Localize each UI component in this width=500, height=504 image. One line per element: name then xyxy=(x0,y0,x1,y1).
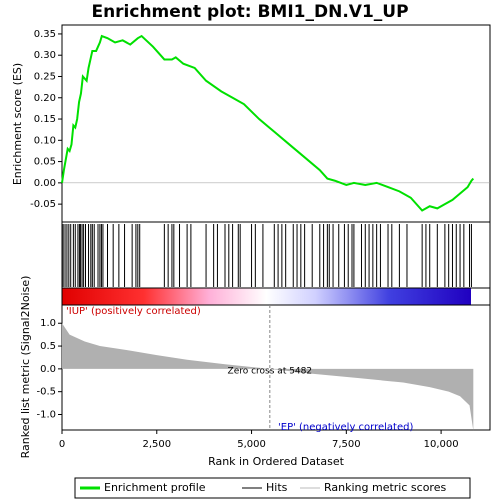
annotation: 'EP' (negatively correlated) xyxy=(278,422,413,433)
y-tick-label: 0.10 xyxy=(34,135,56,146)
y-tick-label: 0.25 xyxy=(34,71,56,82)
legend-label: Ranking metric scores xyxy=(324,481,446,494)
y-tick-label: 0.5 xyxy=(40,341,56,352)
y-tick-label: 0.15 xyxy=(34,114,56,125)
y-tick-label: 0.00 xyxy=(34,178,56,189)
y-tick-label: 0.0 xyxy=(40,364,56,375)
x-tick-label: 7,500 xyxy=(332,439,361,450)
y-tick-label: -1.0 xyxy=(36,409,56,420)
legend-label: Hits xyxy=(266,481,288,494)
frame xyxy=(61,24,491,431)
x-tick-label: 0 xyxy=(59,439,65,450)
y-tick-label: 0.30 xyxy=(34,50,56,61)
chart-title: Enrichment plot: BMI1_DN.V1_UP xyxy=(91,2,408,22)
y-axis-label: Enrichment score (ES) xyxy=(11,63,24,185)
metric-area xyxy=(62,323,474,431)
y-tick-label: 1.0 xyxy=(40,318,56,329)
x-tick-label: 10,000 xyxy=(424,439,459,450)
y-tick-label: 0.20 xyxy=(34,93,56,104)
annotation: 'IUP' (positively correlated) xyxy=(66,306,201,317)
x-tick-label: 2,500 xyxy=(142,439,171,450)
y-tick-label: 0.05 xyxy=(34,157,56,168)
y-tick-label: 0.35 xyxy=(34,29,56,40)
x-axis-label: Rank in Ordered Dataset xyxy=(208,455,345,468)
y-tick-label: -0.05 xyxy=(30,199,56,210)
x-tick-label: 5,000 xyxy=(237,439,266,450)
es-line xyxy=(61,34,475,212)
y-tick-label: -0.5 xyxy=(36,387,56,398)
annotation: Zero cross at 5482 xyxy=(228,367,313,377)
color-bar xyxy=(62,288,471,305)
y-axis-label: Ranked list metric (Signal2Noise) xyxy=(19,276,32,459)
legend-label: Enrichment profile xyxy=(104,481,206,494)
legend xyxy=(74,477,471,499)
